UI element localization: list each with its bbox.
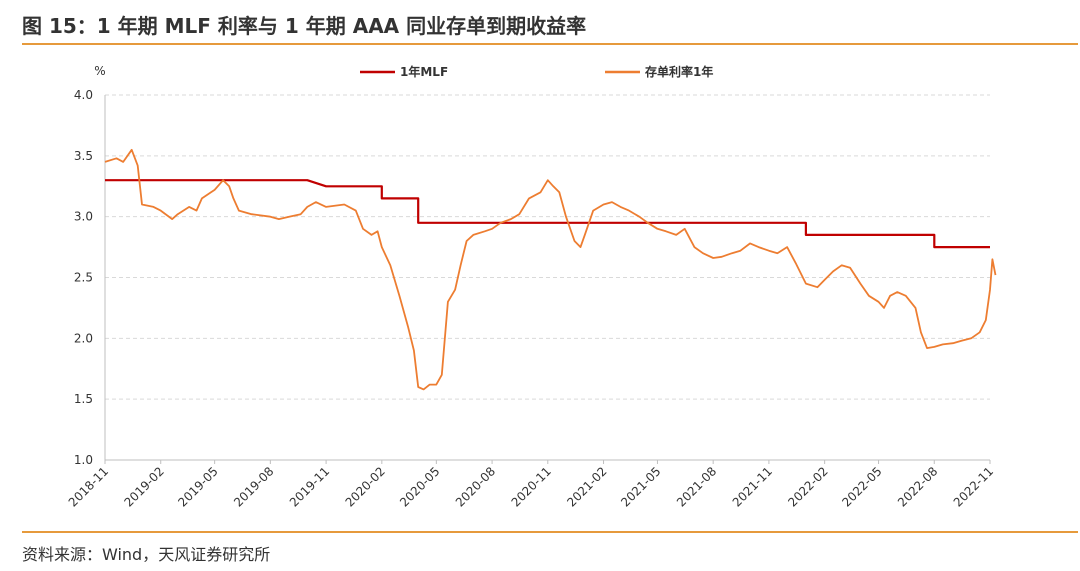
- series-line-ncd: [104, 148, 997, 391]
- x-tick-label: 2021-08: [674, 464, 719, 509]
- footer-rule: [22, 531, 1078, 533]
- series-lines: [104, 148, 997, 391]
- x-tick-label: 2019-05: [175, 464, 220, 509]
- y-tick-label: 1.0: [74, 453, 93, 467]
- x-tick-label: 2021-05: [618, 464, 663, 509]
- x-tick-label: 2020-11: [509, 464, 554, 509]
- y-tick-label: 1.5: [74, 392, 93, 406]
- x-tick-label: 2020-08: [453, 464, 498, 509]
- page-title: 图 15：1 年期 MLF 利率与 1 年期 AAA 同业存单到期收益率: [22, 14, 587, 38]
- y-tick-label: 2.0: [74, 331, 93, 345]
- grid-lines: [105, 94, 990, 400]
- legend-label: 1年MLF: [400, 64, 448, 79]
- x-tick-label: 2022-11: [951, 464, 996, 509]
- legend-label: 存单利率1年: [644, 64, 713, 79]
- x-tick-label: 2018-11: [66, 464, 111, 509]
- y-tick-label: 2.5: [74, 271, 93, 285]
- legend: 1年MLF 存单利率1年: [360, 64, 713, 79]
- x-tick-label: 2021-02: [564, 464, 609, 509]
- series-line-mlf: [105, 179, 990, 249]
- title-underline: [22, 43, 1078, 45]
- x-tick-label: 2022-02: [785, 464, 830, 509]
- x-tick-label: 2019-11: [287, 464, 332, 509]
- x-tick-label: 2019-02: [121, 464, 166, 509]
- y-tick-labels: 4.0 3.5 3.0 2.5 2.0 1.5 1.0: [74, 88, 93, 467]
- source-note: 资料来源：Wind，天风证券研究所: [22, 545, 271, 564]
- x-tick-labels: 2018-11 2019-02 2019-05 2019-08 2019-11 2020-…: [66, 464, 996, 509]
- x-tick-label: 2020-05: [397, 464, 442, 509]
- y-tick-label: 3.5: [74, 149, 93, 163]
- x-tick-label: 2019-08: [231, 464, 276, 509]
- x-tick-label: 2022-08: [895, 464, 940, 509]
- y-tick-label: 4.0: [74, 88, 93, 102]
- x-tick-label: 2021-11: [730, 464, 775, 509]
- y-tick-label: 3.0: [74, 210, 93, 224]
- x-tick-label: 2022-05: [839, 464, 884, 509]
- axes: [104, 95, 991, 464]
- x-tick-label: 2020-02: [343, 464, 388, 509]
- title-bar: 图 15：1 年期 MLF 利率与 1 年期 AAA 同业存单到期收益率: [0, 0, 1080, 44]
- y-axis-unit-label: %: [94, 64, 105, 78]
